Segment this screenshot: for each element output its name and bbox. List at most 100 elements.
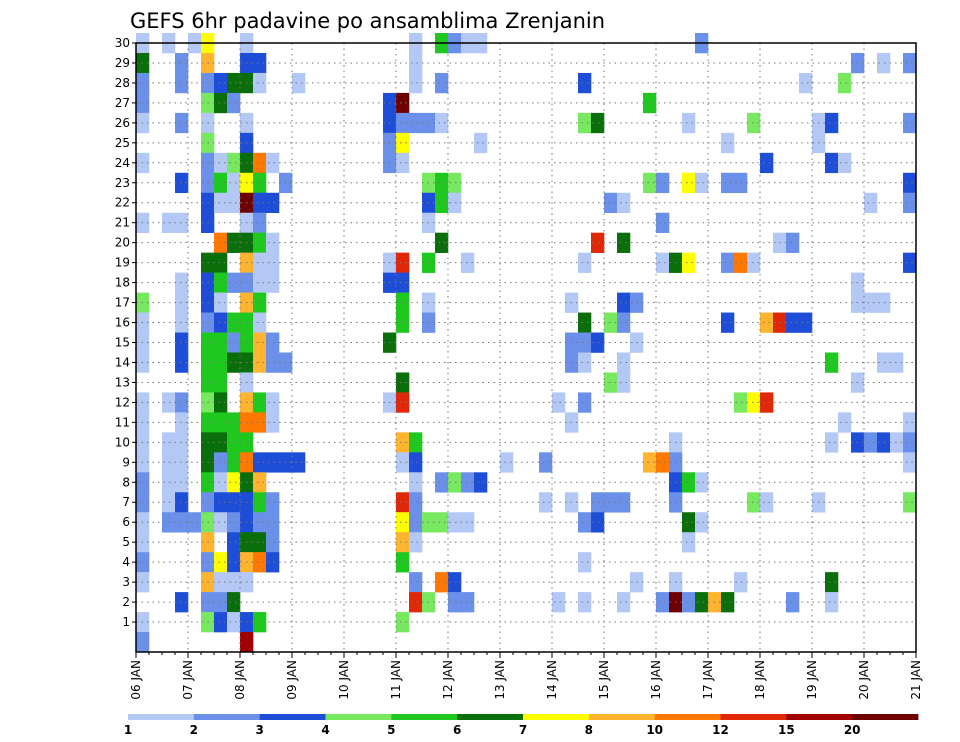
- y-tick-label: 5: [122, 535, 130, 549]
- heatmap-cell: [214, 332, 228, 353]
- heatmap-cell: [214, 492, 228, 513]
- heatmap-cell: [162, 392, 176, 413]
- legend-label: 7: [519, 723, 527, 737]
- heatmap-cell: [240, 632, 254, 653]
- heatmap-cell: [175, 452, 189, 473]
- heatmap-cell: [435, 232, 449, 253]
- heatmap-cell: [227, 432, 241, 453]
- heatmap-cell: [903, 52, 917, 74]
- heatmap-cell: [448, 592, 462, 613]
- heatmap-cell: [396, 92, 410, 114]
- y-tick-label: 27: [115, 96, 130, 110]
- heatmap-cell: [682, 592, 696, 613]
- y-tick-label: 9: [122, 455, 130, 469]
- heatmap-cell: [786, 592, 800, 613]
- heatmap-cell: [890, 352, 904, 373]
- heatmap-cell: [435, 112, 449, 134]
- heatmap-cell: [253, 72, 267, 94]
- heatmap-cell: [396, 292, 410, 313]
- legend-label: 10: [646, 723, 663, 737]
- y-tick-label: 15: [115, 336, 130, 350]
- heatmap-cell: [162, 492, 176, 513]
- heatmap-cell: [227, 592, 241, 613]
- heatmap-cell: [591, 112, 605, 134]
- heatmap-cell: [214, 552, 228, 573]
- x-tick-label: 17 JAN: [701, 660, 715, 700]
- y-tick-label: 11: [115, 415, 130, 429]
- heatmap-cell: [617, 592, 631, 613]
- y-tick-label: 3: [122, 575, 130, 589]
- heatmap-cell: [591, 332, 605, 353]
- heatmap-cell: [461, 592, 475, 613]
- heatmap-cell: [695, 172, 709, 194]
- x-tick-label: 16 JAN: [649, 660, 663, 700]
- heatmap-cell: [266, 232, 280, 253]
- x-tick-label: 10 JAN: [337, 660, 351, 700]
- legend-swatch: [325, 714, 392, 720]
- heatmap-cell: [253, 452, 267, 473]
- heatmap-cell: [435, 72, 449, 94]
- y-tick-label: 23: [115, 176, 130, 190]
- heatmap-cell: [435, 192, 449, 214]
- heatmap-cell: [214, 292, 228, 313]
- legend-label: 6: [453, 723, 461, 737]
- heatmap-cell: [396, 432, 410, 453]
- y-tick-label: 22: [115, 196, 130, 210]
- heatmap-cell: [266, 192, 280, 214]
- heatmap-cell: [825, 432, 839, 453]
- heatmap-cell: [227, 492, 241, 513]
- legend-swatch: [391, 714, 458, 720]
- heatmap-cell: [643, 92, 657, 114]
- heatmap-cell: [214, 612, 228, 633]
- heatmap-cell: [253, 252, 267, 273]
- heatmap-cell: [786, 232, 800, 253]
- legend-swatch: [654, 714, 721, 720]
- heatmap-cell: [409, 72, 423, 94]
- heatmap-cell: [734, 172, 748, 194]
- heatmap-cell: [409, 52, 423, 74]
- y-tick-label: 6: [122, 515, 130, 529]
- heatmap-cell: [903, 412, 917, 433]
- heatmap-cell: [682, 532, 696, 553]
- heatmap-cell: [214, 592, 228, 613]
- heatmap-cell: [227, 332, 241, 353]
- heatmap-cell: [214, 512, 228, 533]
- heatmap-cell: [136, 632, 150, 653]
- x-tick-label: 06 JAN: [129, 660, 143, 700]
- heatmap-cell: [448, 512, 462, 533]
- heatmap-cell: [175, 52, 189, 74]
- heatmap-cell: [747, 252, 761, 273]
- heatmap-cell: [253, 332, 267, 353]
- x-tick-label: 19 JAN: [805, 660, 819, 700]
- heatmap-cell: [734, 572, 748, 593]
- x-tick-label: 14 JAN: [545, 660, 559, 700]
- heatmap-cell: [903, 192, 917, 214]
- x-tick-label: 07 JAN: [181, 660, 195, 700]
- heatmap-cell: [227, 572, 241, 593]
- heatmap-cell: [227, 612, 241, 633]
- heatmap-cell: [578, 512, 592, 533]
- heatmap-cell: [253, 392, 267, 413]
- y-tick-label: 10: [115, 435, 130, 449]
- legend-swatch: [786, 714, 853, 720]
- heatmap-cell: [786, 312, 800, 333]
- heatmap-cell: [734, 392, 748, 413]
- heatmap-cell: [799, 72, 813, 94]
- heatmap-cell: [266, 392, 280, 413]
- heatmap-cell: [591, 232, 605, 253]
- y-tick-label: 18: [115, 276, 130, 290]
- heatmap-cell: [253, 272, 267, 293]
- heatmap-cell: [838, 152, 852, 174]
- heatmap-cell: [604, 372, 618, 393]
- heatmap-cell: [227, 232, 241, 253]
- heatmap-cell: [760, 492, 774, 513]
- heatmap-cell: [227, 312, 241, 333]
- y-tick-label: 26: [115, 116, 130, 130]
- heatmap-cell: [162, 512, 176, 533]
- legend-label: 5: [387, 723, 395, 737]
- heatmap-cell: [695, 512, 709, 533]
- heatmap-cell: [214, 92, 228, 114]
- heatmap-cell: [890, 432, 904, 453]
- heatmap-cell: [227, 532, 241, 553]
- heatmap-cell: [578, 392, 592, 413]
